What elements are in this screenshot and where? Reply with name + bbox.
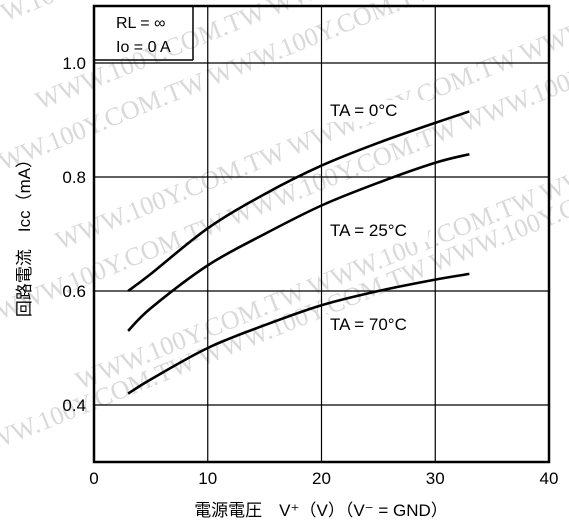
x-tick-label: 40 [540, 469, 559, 488]
y-tick-label: 0.8 [62, 168, 86, 187]
series-layer [127, 110, 470, 395]
curve-label-2: TA = 70°C [330, 315, 407, 334]
y-tick-label: 1.0 [62, 54, 86, 73]
curve-labels: TA = 0°C TA = 25°C TA = 70°C [326, 100, 428, 336]
x-tick-label: 30 [426, 469, 445, 488]
condition-rl: RL = ∞ [116, 15, 166, 32]
x-tick-label: 20 [312, 469, 331, 488]
tick-labels: 0 10 20 30 40 0.4 0.6 0.8 1.0 [62, 54, 558, 488]
curve-label-1: TA = 25°C [330, 221, 407, 240]
curve-label-0: TA = 0°C [330, 101, 397, 120]
plot-frame [92, 4, 551, 464]
y-tick-label: 0.6 [62, 282, 86, 301]
series-line-2 [127, 272, 470, 395]
curve-label-bg [326, 220, 428, 242]
curve-label-bg [326, 314, 428, 336]
grid [94, 6, 549, 462]
series-line-1 [127, 152, 470, 332]
series-line-0 [127, 110, 470, 293]
x-axis-title: 電源電圧 V⁺（V）（V⁻ = GND） [194, 501, 448, 520]
condition-io: Io = 0 A [116, 39, 171, 56]
curve-label-bg [326, 100, 428, 122]
x-tick-label: 10 [198, 469, 217, 488]
x-tick-label: 0 [89, 469, 98, 488]
y-axis-title: 回路電流 Icc（mA） [15, 151, 34, 317]
y-tick-label: 0.4 [62, 396, 86, 415]
